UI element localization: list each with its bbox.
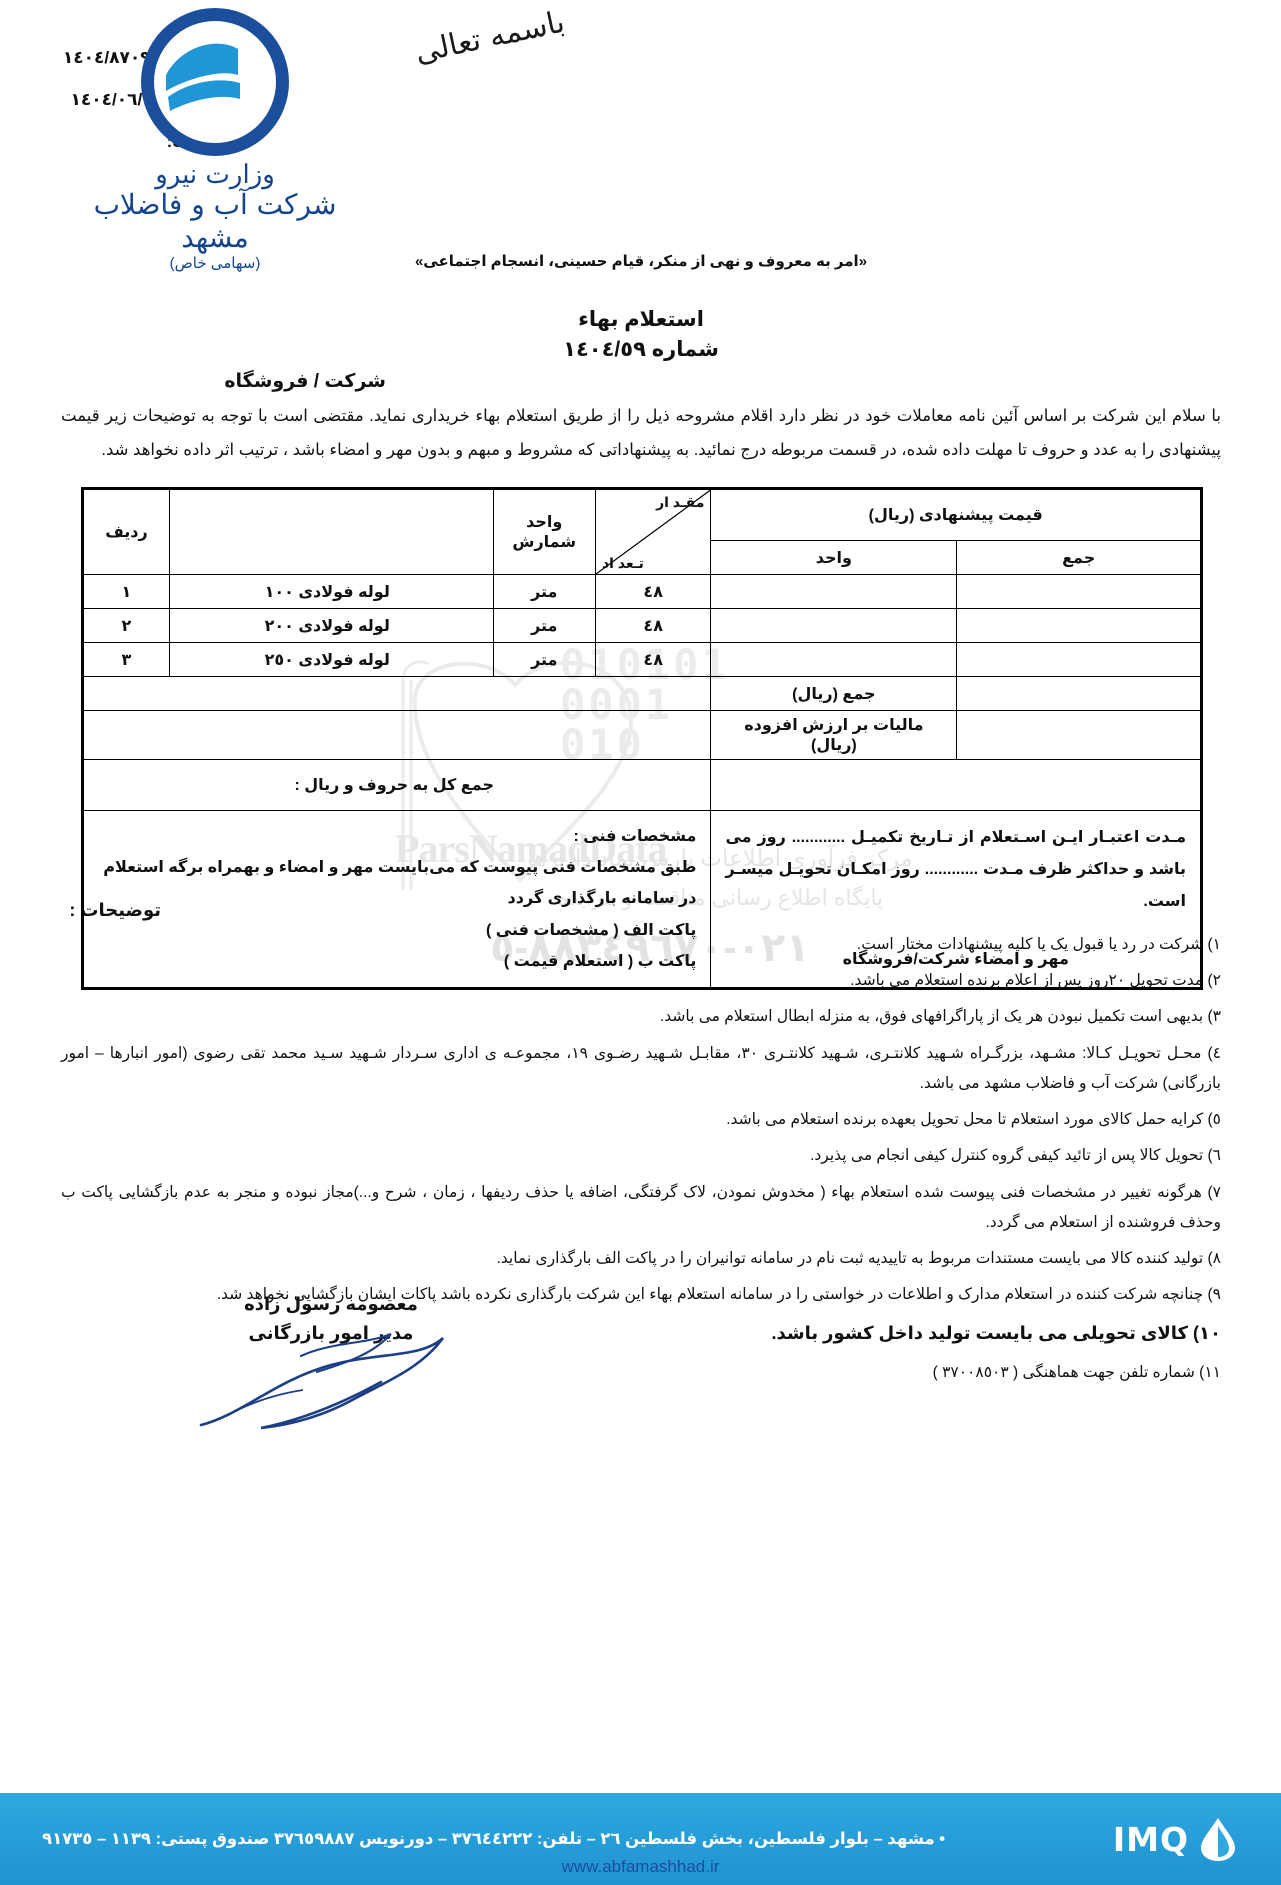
table-row: ٤٨ متر لوله فولادی ١٠٠ ١: [82, 574, 1202, 609]
header-description: [168, 488, 494, 575]
organization-logo: وزارت نیرو شرکت آب و فاضلاب مشهد (سهامی …: [70, 8, 360, 272]
imq-logo-text: IMQ: [1112, 1819, 1189, 1859]
list-item: ٧) هرگونه تغییر در مشخصات فنی پیوست شده …: [61, 1183, 1221, 1231]
org-line-1: وزارت نیرو: [155, 160, 275, 190]
items-table: قیمت پیشنهادی (ریال) مقـد ار تـعد اد واح…: [81, 487, 1203, 990]
specs-title: مشخصات فنی :: [573, 828, 697, 845]
label-sum: جمع (ریال): [710, 676, 958, 711]
imq-logo: IMQ: [1113, 1816, 1239, 1862]
validity-text: مـدت اعتبـار ایـن اسـتعلام از تـاریخ تکم…: [725, 828, 1186, 910]
list-item: ٨) تولید کننده کالا می بایست مستندات مرب…: [496, 1249, 1221, 1267]
intro-text: با سلام این شرکت بر اساس آئین نامه معامل…: [61, 407, 1221, 459]
imq-droplet-icon: [1201, 1818, 1235, 1861]
items-table-wrapper: قیمت پیشنهادی (ریال) مقـد ار تـعد اد واح…: [81, 487, 1203, 990]
cell-unit-price[interactable]: [710, 608, 958, 643]
cell-qty: ٤٨: [594, 608, 712, 643]
list-item: ٩) چنانچه شرکت کننده در استعلام مدارک و …: [216, 1286, 1221, 1304]
table-header-row-2: جمع واحد: [83, 540, 1202, 575]
cell-radif: ١: [82, 574, 170, 609]
list-item: ٦) تحویل کالا پس از تائید کیفی گروه کنتر…: [810, 1147, 1221, 1165]
header-qty-split: مقـد ار تـعد اد: [594, 488, 712, 575]
list-item: ٤) محـل تحویـل کـالا: مشـهد، بزرگـراه شـ…: [61, 1044, 1221, 1092]
footer-content: IMQ • مشهد – بلوار فلسطین، بخش فلسطین ٢٦…: [0, 1816, 1281, 1862]
header-unit-price: واحد: [710, 540, 958, 575]
summary-row-sum: جمع (ریال): [81, 676, 1202, 711]
cell-qty: ٤٨: [594, 642, 712, 677]
header-price-group: قیمت پیشنهادی (ریال): [710, 488, 1202, 541]
title-line-1: استعلام بهاء: [578, 308, 704, 331]
cell-vat-spacer: [81, 710, 712, 760]
cell-sum-value[interactable]: [956, 676, 1202, 711]
cell-unit: متر: [492, 642, 596, 677]
cell-item-name: لوله فولادی ٢٠٠: [168, 608, 494, 643]
label-total-in-words: جمع کل به حروف و ریال :: [81, 759, 712, 811]
header-date-value: ١٤٠٤/٠٦/٢٢: [70, 90, 163, 109]
header-unit-count: واحد شمارش: [492, 488, 596, 575]
org-line-2: شرکت آب و فاضلاب مشهد: [93, 188, 337, 254]
summary-row-words: جمع کل به حروف و ریال :: [81, 759, 1202, 811]
org-line-3: (سهامی خاص): [169, 255, 261, 272]
packet-b-label: پاکت ب ( استعلام قیمت ): [503, 952, 697, 970]
header-meghdar: مقـد ار: [656, 494, 705, 510]
slogan-text: «امر به معروف و نهی از منکر، قیام حسینی،…: [414, 253, 868, 270]
cell-words-value[interactable]: [710, 759, 1202, 811]
header-tedad: تـعد اد: [601, 555, 644, 571]
list-item: ٣) بدیهی است تکمیل نبودن هر یک از پاراگر…: [659, 1008, 1221, 1026]
footer-address: • مشهد – بلوار فلسطین، بخش فلسطین ٢٦ – ت…: [42, 1830, 946, 1848]
cell-total[interactable]: [956, 642, 1202, 677]
header-radif: ردیف: [82, 488, 170, 575]
list-item: ١١) شماره تلفن جهت هماهنگی ( ٣٧٠٠٨٥٠٣ ): [932, 1363, 1221, 1381]
title-line-2: شماره ١٤٠٤/٥٩: [563, 338, 719, 362]
water-logo-icon: [141, 8, 289, 156]
signatory-name: معصومه رسول زاده: [244, 1294, 418, 1314]
page-footer: IMQ • مشهد – بلوار فلسطین، بخش فلسطین ٢٦…: [0, 1793, 1281, 1885]
vendor-signature-label: مهر و امضاء شرکت/فروشگاه: [842, 950, 1069, 968]
cell-unit-price[interactable]: [710, 642, 958, 677]
list-item: ١) شرکت در رد یا قبول یک یا کلیه پیشنهاد…: [856, 936, 1221, 953]
footer-website: www.abfamashhad.ir: [561, 1857, 720, 1876]
addressee-label: شرکت / فروشگاه: [224, 371, 386, 392]
label-vat: مالیات بر ارزش افزوده (ریال): [710, 710, 958, 760]
header-total: جمع: [956, 540, 1202, 575]
cell-radif: ٢: [82, 608, 170, 643]
list-item: ١٠) کالای تحویلی می بایست تولید داخل کشو…: [771, 1323, 1222, 1344]
notes-list: ١) شرکت در رد یا قبول یک یا کلیه پیشنهاد…: [61, 930, 1221, 1394]
validity-cell: مـدت اعتبـار ایـن اسـتعلام از تـاریخ تکم…: [710, 810, 1202, 989]
specs-body: طبق مشخصات فنی پیوست که می‌بایست مهر و ا…: [103, 859, 697, 908]
cell-total[interactable]: [956, 574, 1202, 609]
table-row: ٤٨ متر لوله فولادی ٢٠٠ ٢: [82, 608, 1202, 643]
diagonal-line: [595, 490, 711, 574]
cell-total[interactable]: [956, 608, 1202, 643]
cell-vat-value[interactable]: [956, 710, 1202, 760]
notes-ol: ١) شرکت در رد یا قبول یک یا کلیه پیشنهاد…: [61, 930, 1221, 1388]
summary-row-vat: مالیات بر ارزش افزوده (ریال): [81, 710, 1202, 760]
intro-paragraph: با سلام این شرکت بر اساس آئین نامه معامل…: [61, 400, 1221, 468]
table-row: ٤٨ متر لوله فولادی ٢٥٠ ٣: [82, 642, 1202, 677]
page-title: استعلام بهاء شماره ١٤٠٤/٥٩: [421, 305, 861, 366]
cell-radif: ٣: [82, 642, 170, 677]
cell-sum-spacer: [81, 676, 712, 711]
cell-item-name: لوله فولادی ١٠٠: [168, 574, 494, 609]
cell-qty: ٤٨: [594, 574, 712, 609]
header-number-value: ١٤٠٤/٨٧٠٩٧: [62, 48, 162, 67]
cell-unit: متر: [492, 608, 596, 643]
table-header-row-1: قیمت پیشنهادی (ریال) مقـد ار تـعد اد واح…: [82, 488, 1202, 575]
wave-glyph-icon: [166, 43, 240, 111]
basmala-stamp: باسمه تعالی: [412, 4, 568, 71]
cell-item-name: لوله فولادی ٢٥٠: [168, 642, 494, 677]
list-item: ٢) مدت تحویل ٢٠روز پس از اعلام برنده است…: [850, 972, 1221, 990]
packet-a-label: پاکت الف ( مشخصات فنی ): [485, 921, 697, 939]
list-item: ٥) کرایه حمل کالای مورد استعلام تا محل ت…: [726, 1111, 1221, 1129]
cell-unit: متر: [492, 574, 596, 609]
cell-unit-price[interactable]: [710, 574, 958, 609]
